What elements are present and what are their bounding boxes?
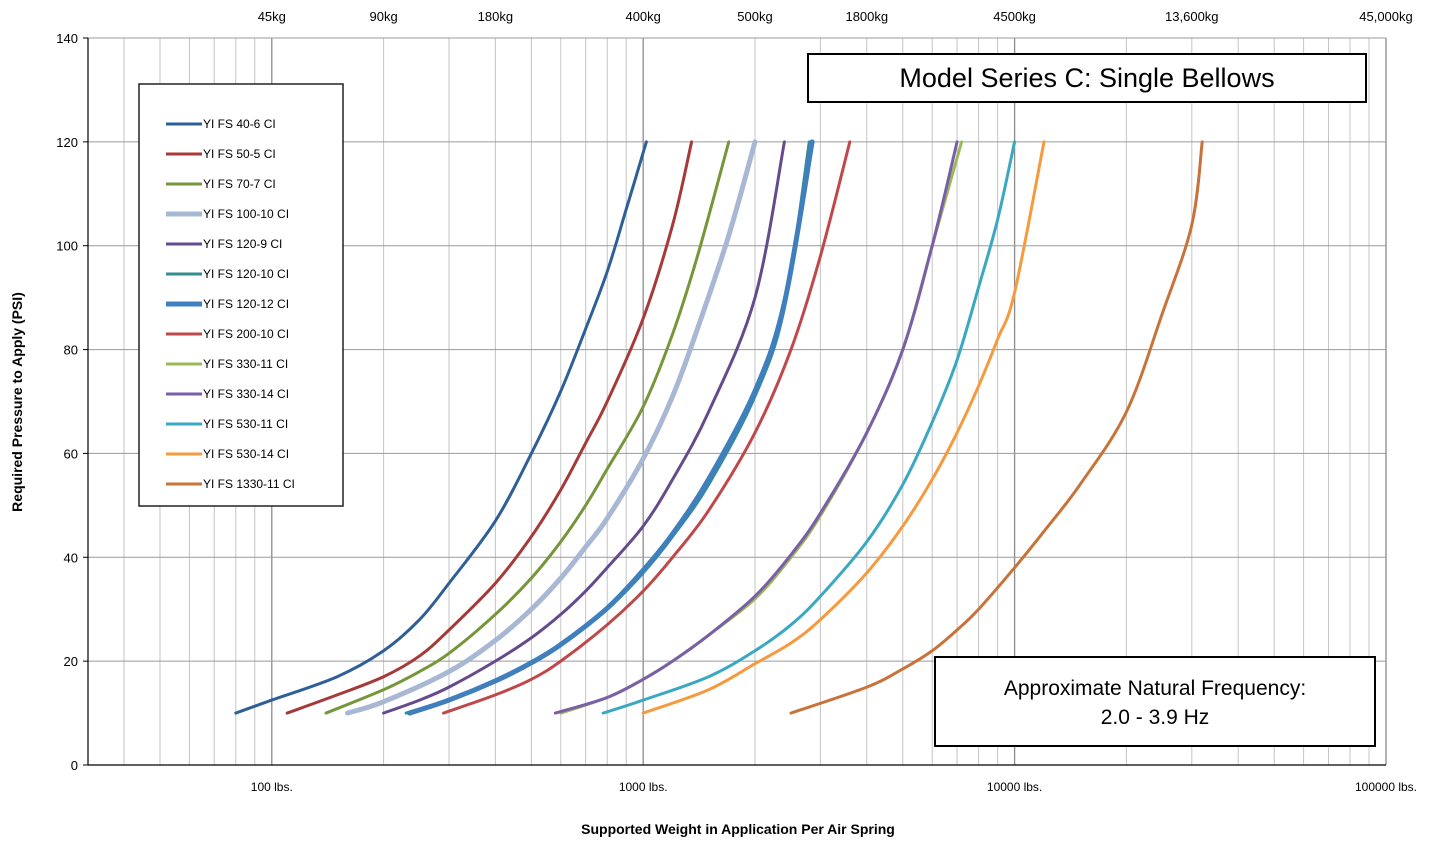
series-line-9 bbox=[553, 140, 959, 715]
series-line-2 bbox=[324, 140, 731, 715]
series-line-3 bbox=[345, 139, 758, 716]
series-line-0 bbox=[234, 140, 648, 715]
legend-label: YI FS 530-14 CI bbox=[203, 447, 289, 461]
y-tick-label: 80 bbox=[64, 343, 78, 358]
axes: 0 20 40 60 80 100 120 140 100 lbs. 1000 lbs. 10000… bbox=[56, 9, 1417, 794]
x-tick-label-top: 13,600kg bbox=[1165, 9, 1219, 24]
x-tick-label-top: 45,000kg bbox=[1359, 9, 1413, 24]
series-line-1 bbox=[285, 140, 694, 715]
legend-label: YI FS 120-12 CI bbox=[203, 297, 289, 311]
chart-title-frame bbox=[807, 53, 1367, 103]
series-line-6 bbox=[407, 139, 815, 716]
legend-label: YI FS 330-11 CI bbox=[203, 357, 288, 371]
legend-label: YI FS 50-5 CI bbox=[203, 147, 276, 161]
series-line-11 bbox=[641, 140, 1046, 715]
y-axis-title: Required Pressure to Apply (PSI) bbox=[9, 292, 25, 512]
legend-label: YI FS 1330-11 CI bbox=[203, 477, 295, 491]
legend-label: YI FS 120-10 CI bbox=[203, 267, 289, 281]
x-tick-label-top: 180kg bbox=[478, 9, 513, 24]
x-tick-label-top: 90kg bbox=[369, 9, 397, 24]
x-tick-label-top: 4500kg bbox=[993, 9, 1036, 24]
legend-label: YI FS 100-10 CI bbox=[203, 207, 289, 221]
frequency-annotation-box: Approximate Natural Frequency: 2.0 - 3.9… bbox=[934, 656, 1376, 747]
x-tick-label-bottom: 100 lbs. bbox=[251, 780, 293, 794]
y-tick-label: 60 bbox=[64, 446, 78, 461]
y-tick-label: 40 bbox=[64, 550, 78, 565]
x-tick-label-top: 500kg bbox=[737, 9, 772, 24]
x-axis-title: Supported Weight in Application Per Air … bbox=[581, 821, 895, 837]
y-tick-label: 120 bbox=[56, 135, 78, 150]
x-tick-label-top: 400kg bbox=[625, 9, 660, 24]
y-tick-label: 100 bbox=[56, 239, 78, 254]
frequency-annotation-line1: Approximate Natural Frequency: bbox=[1004, 677, 1306, 700]
series-line-12 bbox=[789, 140, 1204, 715]
y-tick-label: 20 bbox=[64, 654, 78, 669]
x-tick-label-bottom: 1000 lbs. bbox=[619, 780, 668, 794]
frequency-annotation-line2: 2.0 - 3.9 Hz bbox=[1101, 706, 1210, 729]
legend-label: YI FS 120-9 CI bbox=[203, 237, 282, 251]
y-tick-label: 140 bbox=[56, 31, 78, 46]
legend-label: YI FS 40-6 CI bbox=[203, 117, 276, 131]
legend-label: YI FS 200-10 CI bbox=[203, 327, 289, 341]
y-tick-label: 0 bbox=[71, 758, 78, 773]
x-tick-label-top: 1800kg bbox=[845, 9, 888, 24]
legend-label: YI FS 330-14 CI bbox=[203, 387, 289, 401]
series-line-5 bbox=[404, 140, 811, 715]
x-tick-label-bottom: 10000 lbs. bbox=[987, 780, 1042, 794]
legend-label: YI FS 530-11 CI bbox=[203, 417, 288, 431]
frequency-annotation-frame bbox=[934, 656, 1376, 747]
chart-title: Model Series C: Single Bellows bbox=[899, 63, 1274, 93]
series-lines bbox=[234, 139, 1204, 716]
series-line-7 bbox=[442, 140, 852, 715]
chart-title-box: Model Series C: Single Bellows bbox=[807, 53, 1367, 103]
series-line-10 bbox=[601, 140, 1017, 715]
legend: YI FS 40-6 CI YI FS 50-5 CI YI FS 70-7 CI Y… bbox=[138, 83, 344, 507]
legend-label: YI FS 70-7 CI bbox=[203, 177, 276, 191]
series-line-4 bbox=[382, 140, 786, 715]
x-tick-label-bottom: 100000 lbs. bbox=[1355, 780, 1417, 794]
x-tick-label-top: 45kg bbox=[258, 9, 286, 24]
